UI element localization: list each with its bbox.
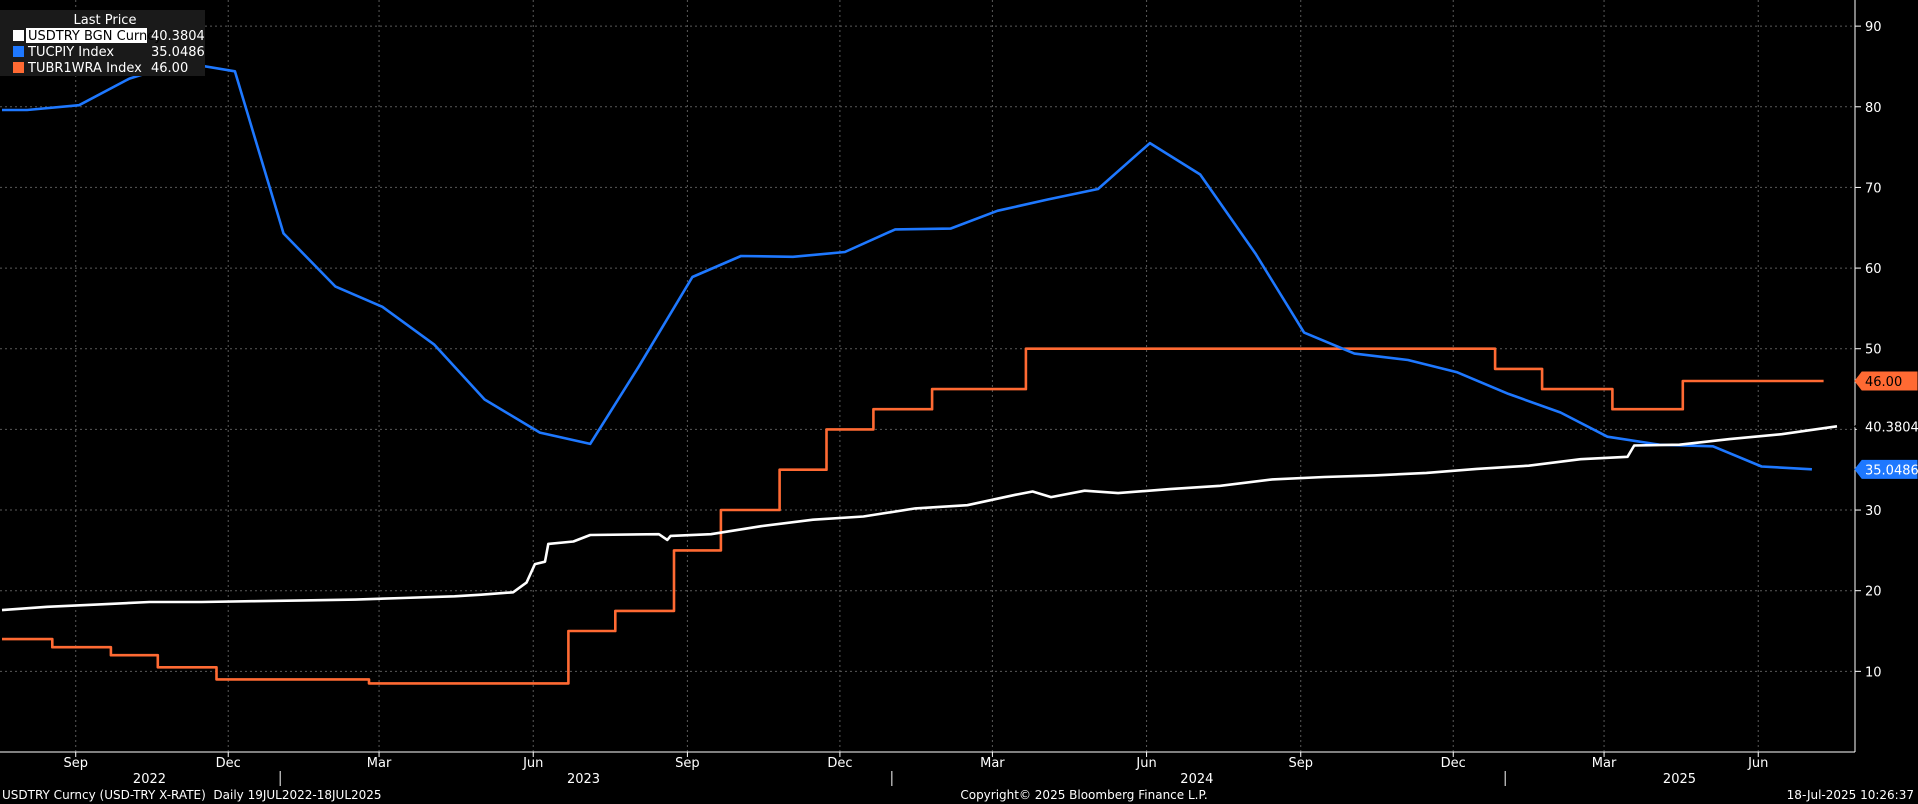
last-value-text: 40.3804 xyxy=(1865,420,1918,435)
x-tick-label: Jun xyxy=(522,756,543,771)
legend-value-tucpiy: 35.0486 xyxy=(151,45,205,60)
x-tick-label: Mar xyxy=(1592,756,1617,771)
y-tick-label: 20 xyxy=(1865,585,1882,600)
last-value-badge-tucpiy: 35.0486 xyxy=(1854,459,1918,479)
x-tick-label: Dec xyxy=(827,756,852,771)
last-value-badges: 46.00 35.0486 40.3804 xyxy=(1854,371,1918,479)
legend-swatch-tucpiy xyxy=(13,46,24,57)
year-label: 2025 xyxy=(1663,772,1696,787)
legend-item-tucpiy: TUCPIY Index 35.0486 xyxy=(13,45,205,60)
year-label: 2023 xyxy=(567,772,600,787)
y-tick-label: 10 xyxy=(1865,665,1882,680)
series-line-tubr1wra xyxy=(2,347,1824,685)
legend-swatch-tubr1wra xyxy=(13,62,24,73)
y-tick-label: 70 xyxy=(1865,181,1882,196)
year-label: 2022 xyxy=(133,772,166,787)
y-tick-label: 60 xyxy=(1865,262,1882,277)
series-line-usdtry xyxy=(1,425,1838,612)
year-label: 2024 xyxy=(1180,772,1213,787)
y-tick-label: 80 xyxy=(1865,101,1882,116)
x-tick-label: Mar xyxy=(980,756,1005,771)
x-tick-label: Sep xyxy=(63,756,88,771)
footer: USDTRY Curncy (USD-TRY X-RATE) Daily 19J… xyxy=(2,788,1914,802)
y-tick-label: 30 xyxy=(1865,504,1882,519)
legend-item-tubr1wra: TUBR1WRA Index 46.00 xyxy=(13,61,188,76)
footer-description: USDTRY Curncy (USD-TRY X-RATE) Daily 19J… xyxy=(2,788,382,802)
x-tick-label: Sep xyxy=(675,756,700,771)
legend-swatch-usdtry xyxy=(13,30,24,41)
series-line-tucpiy xyxy=(2,61,1812,471)
x-tick-label: Dec xyxy=(216,756,241,771)
x-tick-label: Jun xyxy=(1747,756,1768,771)
legend: Last Price USDTRY BGN Curncy 40.3804 TUC… xyxy=(0,10,205,76)
footer-copyright: Copyright© 2025 Bloomberg Finance L.P. xyxy=(960,788,1207,802)
last-value-badge-usdtry: 40.3804 xyxy=(1854,416,1918,436)
legend-label-usdtry: USDTRY BGN Curncy xyxy=(28,29,162,44)
y-tick-label: 50 xyxy=(1865,343,1882,358)
y-tick-label: 90 xyxy=(1865,20,1882,35)
legend-value-usdtry: 40.3804 xyxy=(151,29,205,44)
last-value-badge-tubr1wra: 46.00 xyxy=(1854,371,1918,391)
x-tick-label: Sep xyxy=(1288,756,1313,771)
last-value-text: 35.0486 xyxy=(1865,463,1918,478)
x-tick-label: Jun xyxy=(1135,756,1156,771)
legend-title: Last Price xyxy=(74,13,137,28)
footer-timestamp: 18-Jul-2025 10:26:37 xyxy=(1787,788,1914,802)
legend-item-usdtry: USDTRY BGN Curncy 40.3804 xyxy=(13,28,205,44)
legend-label-tubr1wra: TUBR1WRA Index xyxy=(27,61,142,76)
x-tick-label: Dec xyxy=(1441,756,1466,771)
x-tick-label: Mar xyxy=(367,756,392,771)
grid-lines xyxy=(0,0,1855,752)
legend-value-tubr1wra: 46.00 xyxy=(151,61,188,76)
series-lines xyxy=(1,61,1838,685)
legend-label-tucpiy: TUCPIY Index xyxy=(27,45,114,60)
last-value-text: 46.00 xyxy=(1865,375,1902,390)
